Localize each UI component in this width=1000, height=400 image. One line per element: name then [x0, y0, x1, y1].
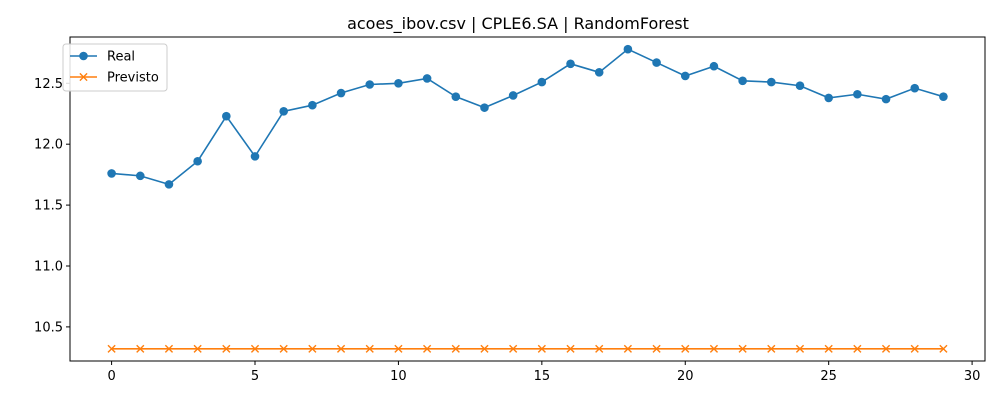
data-point-previsto	[480, 344, 489, 353]
data-point-previsto	[881, 344, 891, 353]
data-point-previsto	[652, 344, 661, 353]
data-point-previsto	[308, 344, 317, 353]
plot-frame	[69, 36, 986, 362]
legend-label-previsto: Previsto	[107, 71, 159, 86]
data-point-previsto	[795, 344, 805, 353]
data-point-previsto	[623, 344, 632, 353]
y-tick-label: 10.5	[34, 320, 63, 335]
legend-marker-previsto	[79, 72, 88, 82]
data-point-real	[795, 81, 805, 91]
x-tick-label: 25	[820, 369, 837, 384]
data-point-real	[767, 77, 776, 87]
data-point-previsto	[738, 344, 747, 353]
data-point-real	[107, 169, 116, 178]
data-point-previsto	[136, 344, 145, 353]
legend: Real Previsto	[62, 43, 168, 92]
data-point-real	[939, 92, 948, 101]
data-point-previsto	[336, 344, 346, 353]
data-point-previsto	[509, 344, 518, 353]
data-point-real	[365, 80, 375, 89]
data-point-real	[222, 111, 231, 121]
data-point-previsto	[365, 344, 374, 353]
data-point-previsto	[595, 344, 604, 353]
data-point-real	[853, 89, 862, 99]
data-point-real	[709, 61, 719, 71]
data-point-real	[480, 103, 489, 112]
y-tick-label: 12.0	[34, 138, 63, 153]
data-point-real	[336, 88, 346, 98]
data-point-previsto	[193, 344, 202, 353]
data-point-real	[680, 71, 690, 81]
data-point-previsto	[566, 344, 575, 353]
data-point-real	[652, 58, 661, 67]
data-point-real	[193, 156, 202, 166]
data-point-previsto	[423, 344, 432, 353]
data-point-real	[594, 68, 604, 77]
data-point-real	[824, 93, 833, 103]
data-point-previsto	[451, 344, 460, 353]
data-point-previsto	[537, 344, 546, 353]
x-tick-label: 10	[390, 369, 407, 384]
data-point-real	[250, 152, 260, 161]
data-point-previsto	[394, 344, 403, 353]
data-point-real	[508, 91, 518, 100]
data-point-previsto	[910, 344, 919, 353]
y-tick-label: 12.5	[34, 77, 63, 92]
data-point-real	[881, 94, 891, 104]
chart-title: acoes_ibov.csv | CPLE6.SA | RandomForest	[347, 14, 689, 34]
legend-marker-real	[79, 51, 88, 61]
data-point-previsto	[709, 344, 719, 353]
series-line-real	[111, 48, 944, 186]
data-point-previsto	[939, 344, 948, 353]
data-point-previsto	[824, 344, 833, 353]
data-point-real	[422, 74, 432, 83]
series-group	[107, 44, 948, 353]
data-point-previsto	[222, 344, 231, 353]
x-tick-label: 0	[107, 369, 115, 384]
data-point-real	[279, 107, 288, 116]
data-point-previsto	[767, 344, 776, 353]
data-point-real	[451, 92, 461, 101]
data-point-previsto	[853, 344, 862, 353]
data-point-real	[135, 171, 145, 181]
data-point-real	[394, 78, 403, 88]
x-tick-label: 20	[677, 369, 694, 384]
x-tick-label: 5	[251, 369, 259, 384]
data-point-previsto	[681, 344, 690, 353]
x-tick-label: 30	[964, 369, 981, 384]
data-point-real	[566, 59, 575, 69]
plot-area: 0 5 10 15 20 25 30 10.5 11.0 11.5 12.0 12.5	[34, 77, 980, 384]
x-tick-label: 15	[534, 369, 551, 384]
data-point-real	[623, 44, 633, 54]
data-point-real	[537, 77, 547, 87]
y-tick-label: 11.5	[34, 199, 63, 214]
data-point-real	[910, 83, 920, 93]
data-point-previsto	[164, 344, 174, 353]
data-point-real	[738, 76, 747, 86]
data-point-previsto	[107, 344, 116, 353]
y-tick-label: 11.0	[34, 259, 63, 274]
data-point-real	[308, 100, 317, 110]
data-point-real	[164, 180, 174, 189]
data-point-previsto	[279, 344, 288, 353]
data-point-previsto	[250, 344, 260, 353]
legend-label-real: Real	[107, 50, 135, 65]
